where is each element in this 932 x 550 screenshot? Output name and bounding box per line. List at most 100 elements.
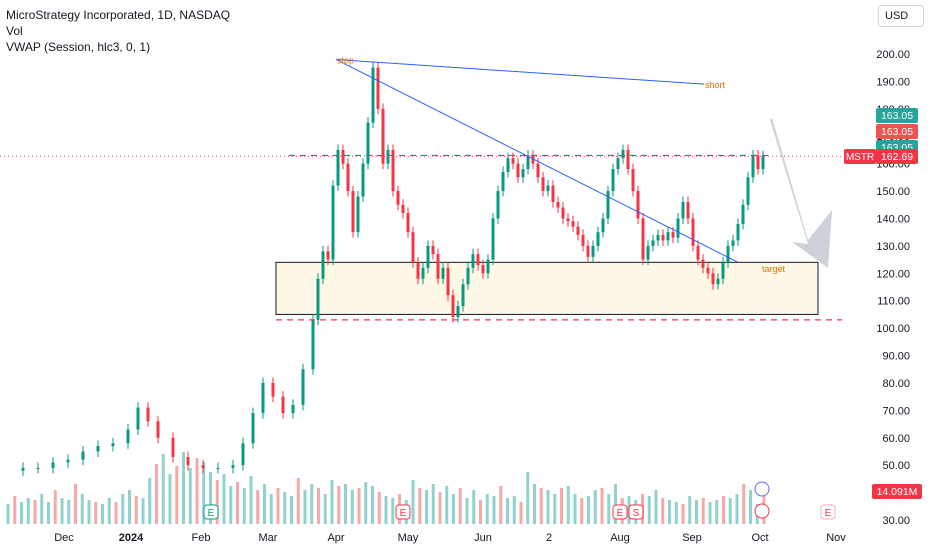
- candle-body: [51, 462, 55, 468]
- volume-bar: [600, 488, 604, 524]
- event-marker: [612, 504, 628, 520]
- projection-arrow: [770, 118, 832, 268]
- volume-bar: [60, 498, 64, 524]
- volume-bar: [310, 484, 314, 524]
- symbol-label: MSTR: [846, 152, 874, 163]
- currency-selector[interactable]: USD: [878, 5, 924, 27]
- candle-body: [331, 185, 335, 260]
- candle-body: [556, 202, 560, 208]
- x-axis-tick-label: Sep: [682, 532, 702, 544]
- volume-bar: [134, 496, 138, 524]
- volume-bar: [80, 494, 84, 524]
- volume-bar: [485, 494, 489, 524]
- volume-bar: [688, 496, 692, 524]
- candle-body: [416, 262, 420, 279]
- candle-body: [421, 267, 425, 279]
- candle-body: [611, 169, 615, 192]
- x-axis-tick-label: Nov: [826, 532, 846, 544]
- candle-body: [381, 108, 385, 164]
- candle-body: [456, 306, 460, 318]
- y-axis-tick-label: 120.00: [876, 268, 910, 280]
- candle-body: [741, 204, 745, 224]
- volume-bar: [438, 492, 442, 524]
- volume-bar: [330, 480, 334, 524]
- candle-body: [591, 245, 595, 257]
- volume-bar: [749, 490, 752, 524]
- price-label: 163.05: [881, 126, 913, 138]
- y-axis-tick-label: 30.00: [882, 515, 910, 527]
- x-axis-tick-label: Oct: [751, 532, 768, 544]
- volume-bar: [580, 498, 584, 524]
- volume-indicator-label[interactable]: Vol: [6, 24, 23, 38]
- volume-bar: [249, 476, 253, 524]
- candle-body: [261, 382, 265, 414]
- event-marker: [628, 504, 644, 520]
- candle-body: [761, 156, 765, 170]
- y-axis-tick-label: 90.00: [882, 351, 910, 363]
- candle-body: [636, 191, 640, 219]
- volume-bar: [67, 500, 71, 524]
- candle-body: [481, 265, 485, 274]
- candle-body: [401, 204, 405, 213]
- candle-body: [626, 149, 630, 170]
- volume-bar: [222, 474, 226, 524]
- candle-body: [461, 284, 465, 307]
- candle-body: [291, 404, 295, 414]
- candle-body: [371, 67, 375, 123]
- volume-bar: [74, 484, 77, 524]
- candle-body: [641, 218, 645, 260]
- volume-bar: [195, 458, 199, 524]
- event-marker: [395, 504, 411, 520]
- volume-bar: [114, 502, 118, 524]
- volume-bar: [607, 494, 611, 524]
- volume-label: 14.091M: [877, 486, 918, 498]
- candle-body: [716, 278, 720, 285]
- volume-bar: [168, 474, 172, 524]
- candle-body: [111, 443, 115, 446]
- candle-body: [146, 407, 150, 422]
- annotation-target: target: [762, 264, 786, 274]
- candle-body: [356, 196, 360, 233]
- volume-bar: [674, 502, 678, 524]
- volume-bar: [566, 486, 570, 524]
- volume-bar: [722, 496, 725, 524]
- event-marker-letter: E: [208, 508, 215, 519]
- candle-body: [36, 467, 40, 469]
- volume-bar: [161, 454, 165, 524]
- candle-body: [566, 218, 570, 222]
- volume-bar: [209, 472, 212, 524]
- candle-body: [536, 163, 540, 178]
- volume-bar: [708, 502, 712, 524]
- event-marker: [203, 504, 219, 520]
- volume-bar: [479, 500, 482, 524]
- y-axis-tick-label: 110.00: [877, 296, 910, 308]
- candle-body: [376, 67, 380, 109]
- x-axis-tick-label: Feb: [192, 532, 211, 544]
- y-axis-tick-label: 60.00: [882, 433, 910, 445]
- vwap-indicator-label[interactable]: VWAP (Session, hlc3, 0, 1): [6, 40, 151, 54]
- candle-body: [526, 155, 530, 170]
- candle-body: [696, 245, 700, 260]
- price-label: 163.05: [881, 110, 913, 122]
- volume-bar: [546, 490, 550, 524]
- volume-bar: [155, 464, 158, 524]
- candle-body: [436, 254, 440, 279]
- candle-body: [346, 163, 350, 192]
- annotation-short: short: [705, 80, 726, 90]
- volume-bar: [472, 490, 476, 524]
- volume-bar: [350, 490, 354, 524]
- volume-bar: [317, 488, 320, 524]
- candle-body: [311, 319, 315, 370]
- candle-body: [231, 465, 235, 468]
- candle-body: [216, 467, 220, 469]
- candle-body: [676, 218, 680, 238]
- last-price-label: 162.69: [881, 151, 913, 163]
- volume-bar: [735, 494, 739, 524]
- candle-body: [571, 221, 575, 227]
- event-marker-letter: E: [825, 508, 832, 519]
- volume-bar: [701, 498, 705, 524]
- y-axis-tick-label: 80.00: [882, 378, 910, 390]
- candle-body: [686, 202, 690, 219]
- x-axis-tick-label: Mar: [259, 532, 278, 544]
